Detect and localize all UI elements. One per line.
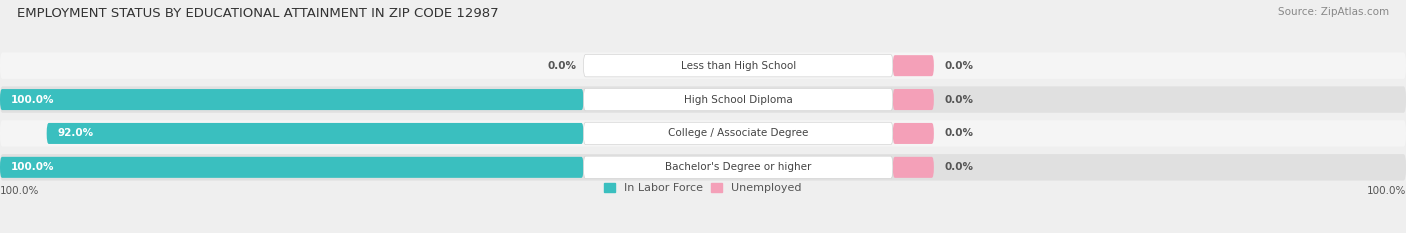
Text: EMPLOYMENT STATUS BY EDUCATIONAL ATTAINMENT IN ZIP CODE 12987: EMPLOYMENT STATUS BY EDUCATIONAL ATTAINM…	[17, 7, 499, 20]
Text: 100.0%: 100.0%	[1367, 186, 1406, 196]
Text: 0.0%: 0.0%	[945, 128, 973, 138]
Text: 0.0%: 0.0%	[547, 61, 576, 71]
FancyBboxPatch shape	[583, 122, 893, 145]
Text: 0.0%: 0.0%	[945, 95, 973, 105]
FancyBboxPatch shape	[893, 123, 934, 144]
Text: High School Diploma: High School Diploma	[683, 95, 793, 105]
Text: 100.0%: 100.0%	[10, 95, 53, 105]
FancyBboxPatch shape	[583, 156, 893, 178]
FancyBboxPatch shape	[893, 157, 934, 178]
FancyBboxPatch shape	[0, 86, 1406, 113]
Text: Bachelor's Degree or higher: Bachelor's Degree or higher	[665, 162, 811, 172]
FancyBboxPatch shape	[46, 123, 583, 144]
FancyBboxPatch shape	[0, 154, 1406, 181]
Legend: In Labor Force, Unemployed: In Labor Force, Unemployed	[605, 183, 801, 193]
Text: 100.0%: 100.0%	[0, 186, 39, 196]
FancyBboxPatch shape	[0, 157, 583, 178]
FancyBboxPatch shape	[583, 55, 893, 77]
Text: Source: ZipAtlas.com: Source: ZipAtlas.com	[1278, 7, 1389, 17]
FancyBboxPatch shape	[0, 89, 583, 110]
Text: 92.0%: 92.0%	[58, 128, 93, 138]
FancyBboxPatch shape	[0, 52, 1406, 79]
FancyBboxPatch shape	[583, 88, 893, 111]
Text: 0.0%: 0.0%	[945, 162, 973, 172]
FancyBboxPatch shape	[0, 120, 1406, 147]
FancyBboxPatch shape	[893, 89, 934, 110]
FancyBboxPatch shape	[893, 55, 934, 76]
Text: 0.0%: 0.0%	[945, 61, 973, 71]
Text: Less than High School: Less than High School	[681, 61, 796, 71]
Text: College / Associate Degree: College / Associate Degree	[668, 128, 808, 138]
Text: 100.0%: 100.0%	[10, 162, 53, 172]
